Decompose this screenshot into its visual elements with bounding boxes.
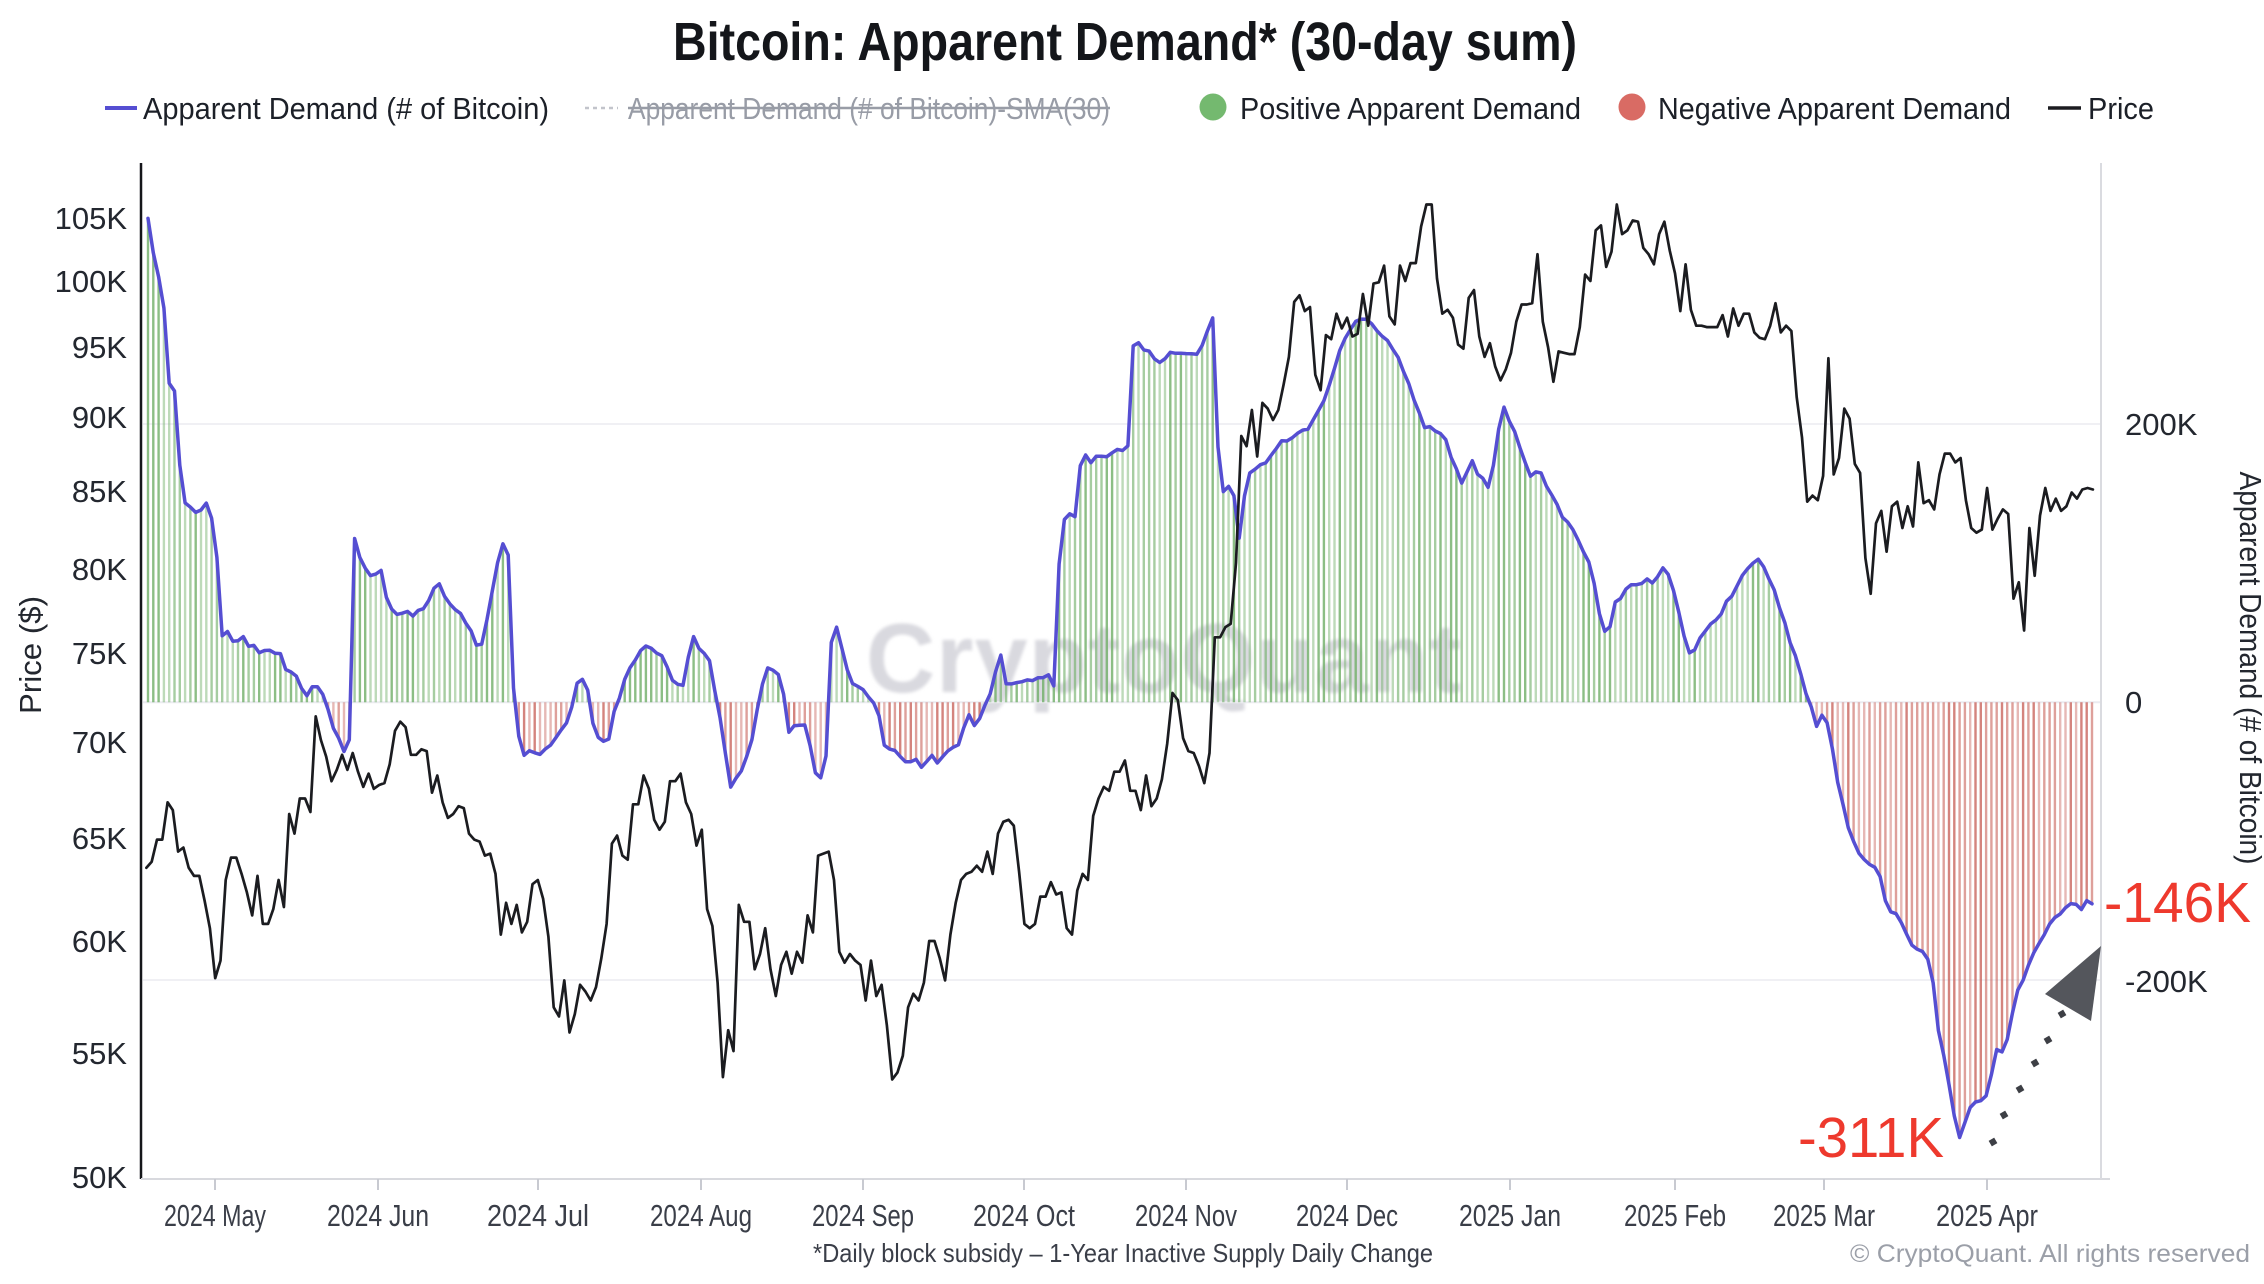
svg-text:Apparent Demand (# of Bitcoin): Apparent Demand (# of Bitcoin) xyxy=(2233,472,2264,865)
svg-text:0: 0 xyxy=(2125,685,2142,720)
svg-text:-200K: -200K xyxy=(2125,964,2208,999)
svg-text:70K: 70K xyxy=(72,725,127,760)
svg-text:2024 Sep: 2024 Sep xyxy=(812,1198,914,1233)
svg-text:Price: Price xyxy=(2088,91,2154,126)
svg-text:2024 Dec: 2024 Dec xyxy=(1296,1198,1398,1233)
svg-text:2024 Oct: 2024 Oct xyxy=(973,1198,1075,1233)
svg-text:-146K: -146K xyxy=(2104,871,2251,935)
svg-text:Apparent Demand (# of Bitcoin): Apparent Demand (# of Bitcoin) xyxy=(143,91,549,126)
svg-text:Positive Apparent Demand: Positive Apparent Demand xyxy=(1240,91,1581,126)
svg-text:Price ($): Price ($) xyxy=(13,596,48,714)
svg-text:105K: 105K xyxy=(55,201,128,236)
svg-text:60K: 60K xyxy=(72,924,127,959)
svg-text:200K: 200K xyxy=(2125,407,2198,442)
svg-text:100K: 100K xyxy=(55,264,128,299)
svg-text:2025 Mar: 2025 Mar xyxy=(1773,1198,1875,1233)
svg-text:2024 May: 2024 May xyxy=(164,1198,266,1233)
svg-text:*Daily block subsidy – 1-Year: *Daily block subsidy – 1-Year Inactive S… xyxy=(813,1238,1433,1268)
svg-text:95K: 95K xyxy=(72,330,127,365)
svg-text:80K: 80K xyxy=(72,552,127,587)
svg-text:Bitcoin: Apparent Demand* (30-: Bitcoin: Apparent Demand* (30-day sum) xyxy=(673,12,1577,72)
svg-text:2024 Jun: 2024 Jun xyxy=(327,1198,429,1233)
svg-text:2024 Jul: 2024 Jul xyxy=(487,1198,589,1233)
svg-text:75K: 75K xyxy=(72,636,127,671)
svg-text:2025 Apr: 2025 Apr xyxy=(1936,1198,2038,1233)
svg-text:85K: 85K xyxy=(72,474,127,509)
svg-text:2024 Nov: 2024 Nov xyxy=(1135,1198,1237,1233)
svg-text:2024 Aug: 2024 Aug xyxy=(650,1198,752,1233)
svg-text:© CryptoQuant. All rights rese: © CryptoQuant. All rights reserved xyxy=(1850,1240,2250,1268)
svg-text:50K: 50K xyxy=(72,1160,127,1195)
svg-text:-311K: -311K xyxy=(1798,1106,1944,1170)
svg-text:55K: 55K xyxy=(72,1036,127,1071)
svg-text:2025 Feb: 2025 Feb xyxy=(1624,1198,1726,1233)
svg-text:Negative Apparent Demand: Negative Apparent Demand xyxy=(1658,91,2011,126)
svg-text:90K: 90K xyxy=(72,400,127,435)
svg-text:65K: 65K xyxy=(72,821,127,856)
svg-text:2025 Jan: 2025 Jan xyxy=(1459,1198,1561,1233)
